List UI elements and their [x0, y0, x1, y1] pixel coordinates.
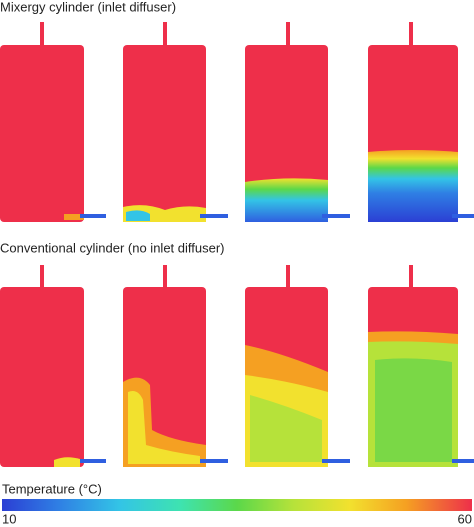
cylinder	[0, 22, 106, 222]
cylinder	[368, 265, 474, 467]
colorbar-min: 10	[2, 511, 16, 526]
section-title: Conventional cylinder (no inlet diffuser…	[0, 240, 225, 255]
cylinder	[123, 22, 228, 222]
cylinder-row	[0, 22, 474, 467]
cylinder	[245, 265, 350, 467]
colorbar: Temperature (°C) 10 60	[2, 481, 472, 526]
cylinder	[0, 265, 106, 467]
cylinder	[245, 22, 350, 222]
section-title: Mixergy cylinder (inlet diffuser)	[0, 0, 176, 14]
cylinder	[123, 265, 228, 467]
colorbar-max: 60	[458, 511, 472, 526]
colorbar-scale	[2, 499, 472, 511]
cylinder	[368, 22, 474, 222]
colorbar-label: Temperature (°C)	[2, 481, 102, 496]
